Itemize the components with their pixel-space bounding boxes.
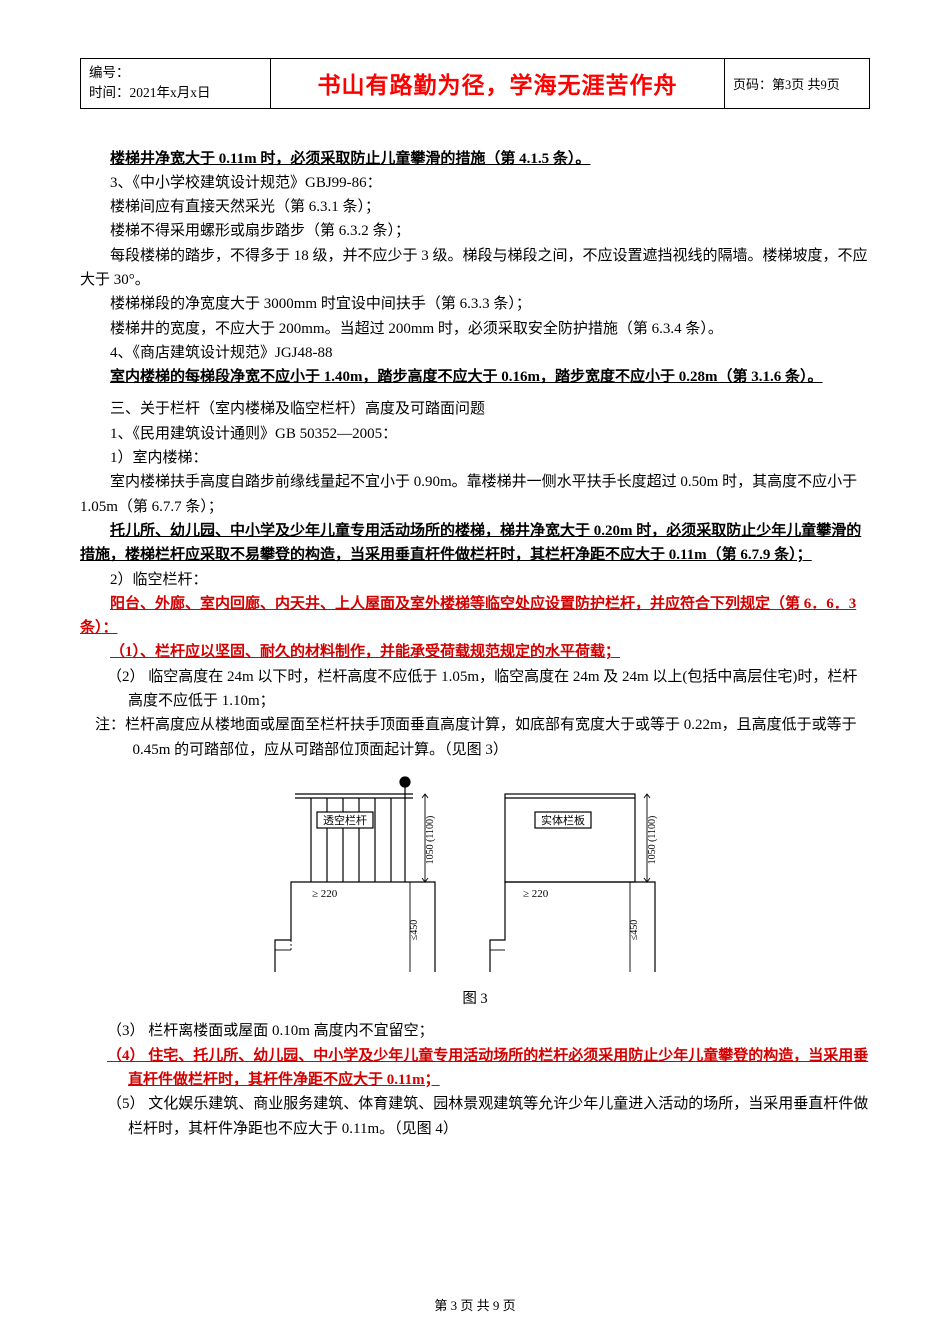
para-7: 楼梯井的宽度，不应大于 200mm。当超过 200mm 时，必须采取安全防护措施… (80, 317, 870, 341)
para-10: 三、关于栏杆（室内楼梯及临空栏杆）高度及可踏面问题 (80, 397, 870, 421)
para-14: 托儿所、幼儿园、中小学及少年儿童专用活动场所的楼梯，梯井净宽大于 0.20m 时… (80, 519, 870, 568)
para-9: 室内楼梯的每梯段净宽不应小于 1.40m，踏步高度不应大于 0.16m，踏步宽度… (80, 365, 870, 389)
para-21: （4） 住宅、托儿所、幼儿园、中小学及少年儿童专用活动场所的栏杆必须采用防止少年… (80, 1044, 870, 1093)
para-2: 3、《中小学校建筑设计规范》GBJ99-86： (80, 171, 870, 195)
fig-left-title: 透空栏杆 (323, 813, 367, 827)
fig-right-step: ≤450 (629, 920, 640, 941)
figure-3-caption: 图 3 (80, 988, 870, 1011)
header-motto: 书山有路勤为径，学海无涯苦作舟 (271, 59, 725, 109)
document-body: 楼梯井净宽大于 0.11m 时，必须采取防止儿童攀滑的措施（第 4.1.5 条）… (80, 147, 870, 1141)
fig-left-height: 1050 (1100) (425, 816, 436, 865)
header-left-cell: 编号： 时间：2021年x月x日 (81, 59, 271, 109)
fig-left-step: ≤450 (409, 920, 420, 941)
header-page-cell: 页码：第3页 共9页 (725, 59, 870, 109)
figure-3: 透空栏杆 1050 (1100) ≥ 220 ≤450 (80, 772, 870, 1011)
fig-right-title: 实体栏板 (541, 813, 585, 827)
header-table: 编号： 时间：2021年x月x日 书山有路勤为径，学海无涯苦作舟 页码：第3页 … (80, 58, 870, 109)
para-8: 4、《商店建筑设计规范》JGJ48-88 (80, 341, 870, 365)
footer-page: 第 3 页 共 9 页 (0, 1295, 950, 1314)
para-13: 室内楼梯扶手高度自踏步前缘线量起不宜小于 0.90m。靠楼梯井一侧水平扶手长度超… (80, 470, 870, 519)
para-11: 1、《民用建筑设计通则》GB 50352—2005： (80, 422, 870, 446)
para-18: （2） 临空高度在 24m 以下时，栏杆高度不应低于 1.05m，临空高度在 2… (80, 665, 870, 714)
page-prefix: 页码：第 (733, 77, 785, 92)
doc-time-label: 时间：2021年x月x日 (89, 83, 262, 103)
fig-right-gap: ≥ 220 (523, 888, 549, 900)
page-suffix: 页 (827, 77, 840, 92)
para-12: 1）室内楼梯： (80, 446, 870, 470)
para-5: 每段楼梯的踏步，不得多于 18 级，并不应少于 3 级。梯段与梯段之间，不应设置… (80, 244, 870, 293)
para-4: 楼梯不得采用螺形或扇步踏步（第 6.3.2 条）； (80, 219, 870, 243)
fig-right-height: 1050 (1100) (647, 816, 658, 865)
page-mid: 页 共 (791, 77, 820, 92)
para-22: （5） 文化娱乐建筑、商业服务建筑、体育建筑、园林景观建筑等允许少年儿童进入活动… (80, 1092, 870, 1141)
para-19: 注：栏杆高度应从楼地面或屋面至栏杆扶手顶面垂直高度计算，如底部有宽度大于或等于 … (80, 713, 870, 762)
para-20: （3） 栏杆离楼面或屋面 0.10m 高度内不宜留空； (80, 1019, 870, 1043)
figure-3-svg: 透空栏杆 1050 (1100) ≥ 220 ≤450 (255, 772, 695, 982)
para-1: 楼梯井净宽大于 0.11m 时，必须采取防止儿童攀滑的措施（第 4.1.5 条）… (80, 147, 870, 171)
para-3: 楼梯间应有直接天然采光（第 6.3.1 条）； (80, 195, 870, 219)
para-16: 阳台、外廊、室内回廊、内天井、上人屋面及室外楼梯等临空处应设置防护栏杆，并应符合… (80, 592, 870, 641)
para-6: 楼梯梯段的净宽度大于 3000mm 时宜设中间扶手（第 6.3.3 条）； (80, 292, 870, 316)
para-15: 2）临空栏杆： (80, 568, 870, 592)
fig-left-gap: ≥ 220 (312, 888, 338, 900)
para-17: （1）、栏杆应以坚固、耐久的材料制作，并能承受荷载规范规定的水平荷载； (80, 640, 870, 664)
doc-id-label: 编号： (89, 63, 262, 83)
